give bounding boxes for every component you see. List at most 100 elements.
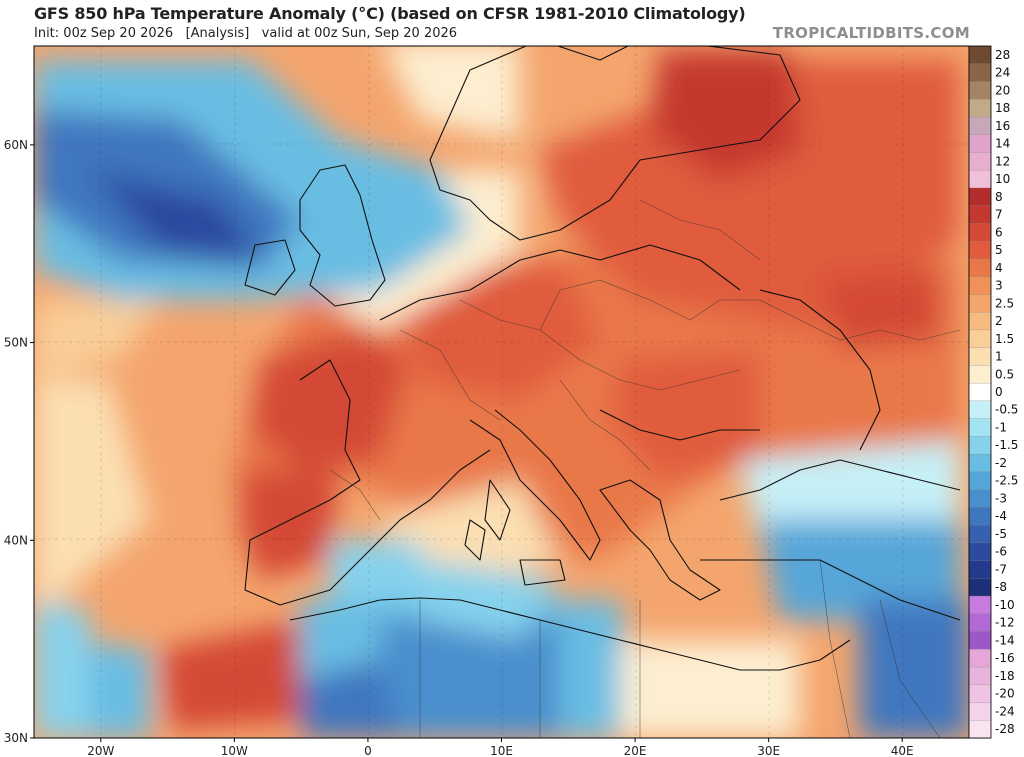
lat-tick-label: 30N	[4, 731, 28, 745]
lon-tick-label: 10W	[221, 744, 248, 757]
colorbar-label: 16	[995, 119, 1010, 133]
colorbar-swatch	[968, 489, 992, 508]
colorbar-swatch	[968, 471, 992, 491]
colorbar-swatch	[968, 542, 992, 562]
colorbar-label: -14	[995, 633, 1015, 647]
coastlines	[244, 46, 961, 671]
graticule	[34, 46, 969, 738]
anomaly-field	[34, 46, 969, 738]
colorbar-swatch	[968, 613, 992, 633]
colorbar-swatch	[968, 560, 992, 579]
lon-tick-label: 20E	[624, 744, 647, 757]
colorbar-label: -24	[995, 704, 1015, 718]
lon-tick-label: 30E	[757, 744, 780, 757]
lon-tick-label: 20W	[87, 744, 114, 757]
colorbar-label: 28	[995, 48, 1010, 62]
chart-subtitle: Init: 00z Sep 20 2026 [Analysis] valid a…	[34, 26, 458, 41]
colorbar-swatch	[968, 702, 992, 721]
colorbar-label: 12	[995, 154, 1010, 168]
colorbar-swatch	[968, 63, 992, 83]
colorbar-swatch	[968, 187, 992, 207]
colorbar-label: -20	[995, 687, 1015, 701]
colorbar-label: -8	[995, 580, 1007, 594]
colorbar-label: 20	[995, 83, 1010, 97]
colorbar-label: -12	[995, 616, 1015, 630]
colorbar-label: -1.5	[995, 438, 1018, 452]
colorbar-swatch	[968, 382, 992, 402]
colorbar-swatch	[968, 329, 992, 349]
colorbar-label: -7	[995, 562, 1007, 576]
colorbar-label: -0.5	[995, 403, 1018, 417]
colorbar-label: -16	[995, 651, 1015, 665]
colorbar-swatch	[968, 720, 992, 739]
country-borders	[329, 199, 961, 738]
colorbar-label: 2.5	[995, 296, 1014, 310]
colorbar-swatch	[968, 524, 992, 544]
colorbar-label: -18	[995, 669, 1015, 683]
colorbar-swatch	[968, 45, 992, 65]
colorbar-label: 7	[995, 208, 1003, 222]
lat-tick-label: 40N	[4, 533, 28, 547]
colorbar-label: 14	[995, 137, 1010, 151]
lon-tick-label: 10E	[490, 744, 513, 757]
colorbar-label: 5	[995, 243, 1003, 257]
colorbar-swatch	[968, 684, 992, 704]
colorbar-label: 18	[995, 101, 1010, 115]
colorbar-swatch	[968, 400, 992, 420]
colorbar-swatch	[968, 99, 992, 118]
colorbar-swatch	[968, 578, 992, 597]
colorbar-swatch	[968, 595, 992, 615]
colorbar-swatch	[968, 666, 992, 686]
colorbar-swatch	[968, 116, 992, 136]
lat-tick-label: 50N	[4, 336, 28, 350]
colorbar-label: -28	[995, 722, 1015, 736]
colorbar-swatch	[968, 258, 992, 278]
lon-tick-label: 0	[364, 744, 372, 757]
colorbar-swatch	[968, 81, 992, 100]
colorbar-label: -2.5	[995, 474, 1018, 488]
colorbar-label: -1	[995, 420, 1007, 434]
colorbar-label: 10	[995, 172, 1010, 186]
colorbar-swatch	[968, 418, 992, 438]
colorbar-swatch	[968, 152, 992, 171]
colorbar-swatch	[968, 649, 992, 668]
latitude-axis: 60N 50N 40N 30N	[4, 138, 34, 745]
colorbar-label: 0	[995, 385, 1003, 399]
colorbar-swatch	[968, 205, 992, 225]
lat-tick-label: 60N	[4, 138, 28, 152]
colorbar-label: -2	[995, 456, 1007, 470]
colorbar-swatch	[968, 276, 992, 296]
colorbar-label: -6	[995, 545, 1007, 559]
colorbar-swatch	[968, 436, 992, 455]
longitude-axis: 20W 10W 0 10E 20E 30E 40E	[87, 738, 914, 757]
colorbar-swatch	[968, 134, 992, 154]
colorbar-frame	[968, 45, 992, 739]
colorbar: 28 24 20 18 16 14 12 10 8 7 6 5 4 3 2.5 2 1.5 1 0.5 0 -0.5 -1…	[968, 45, 1018, 739]
colorbar-label: -5	[995, 527, 1007, 541]
chart-title: GFS 850 hPa Temperature Anomaly (°C) (ba…	[34, 4, 746, 23]
lon-tick-label: 40E	[891, 744, 914, 757]
colorbar-swatch	[968, 365, 992, 384]
colorbar-label: -3	[995, 491, 1007, 505]
colorbar-label: -10	[995, 598, 1015, 612]
brand-watermark[interactable]: TROPICALTIDBITS.COM	[772, 24, 970, 42]
colorbar-label: 6	[995, 225, 1003, 239]
colorbar-swatch	[968, 170, 992, 189]
colorbar-label: 2	[995, 314, 1003, 328]
colorbar-swatch	[968, 347, 992, 367]
colorbar-label: 1.5	[995, 332, 1014, 346]
colorbar-label: -4	[995, 509, 1007, 523]
colorbar-swatch	[968, 294, 992, 313]
colorbar-label: 1	[995, 350, 1003, 364]
colorbar-label: 4	[995, 261, 1003, 275]
colorbar-swatch	[968, 312, 992, 331]
colorbar-label: 3	[995, 279, 1003, 293]
colorbar-swatch	[968, 631, 992, 650]
colorbar-swatch	[968, 223, 992, 242]
colorbar-label: 0.5	[995, 367, 1014, 381]
colorbar-label: 24	[995, 66, 1010, 80]
colorbar-swatch	[968, 507, 992, 526]
colorbar-label: 8	[995, 190, 1003, 204]
colorbar-swatch	[968, 241, 992, 260]
